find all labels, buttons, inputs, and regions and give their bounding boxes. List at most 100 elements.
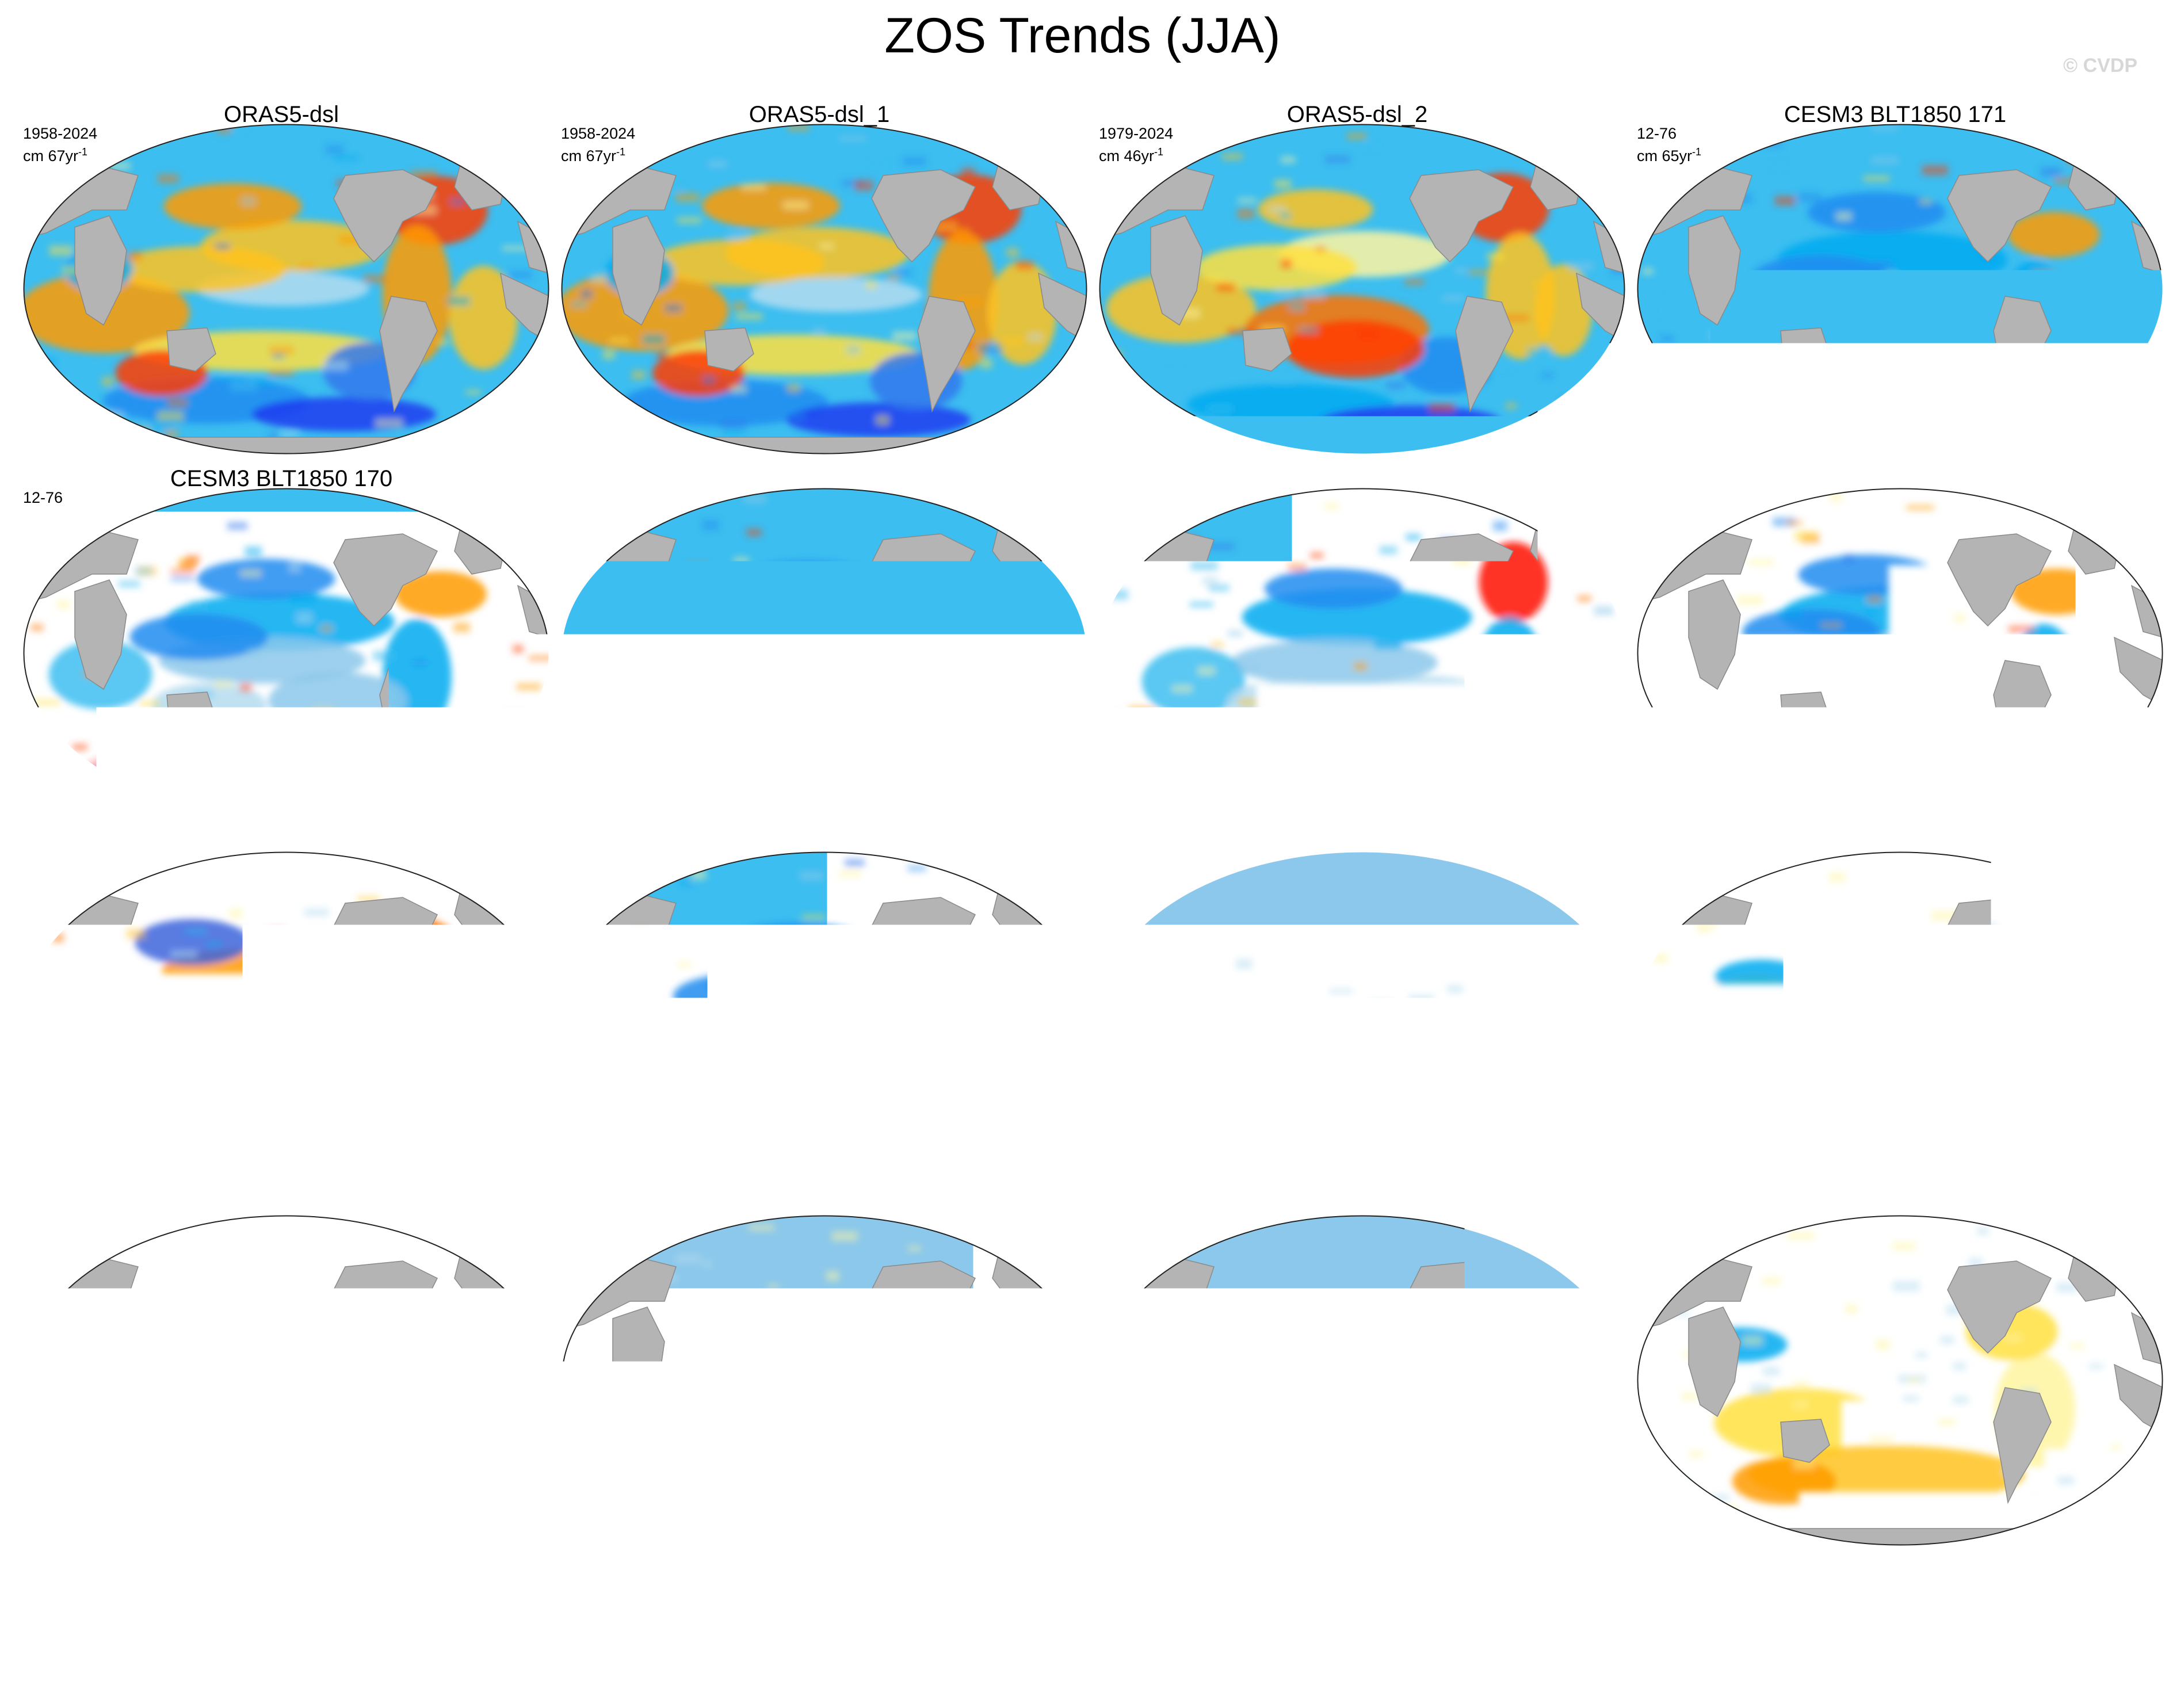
trend-speckle — [404, 1011, 422, 1017]
trend-speckle — [515, 192, 542, 196]
trend-speckle — [1822, 939, 1848, 947]
trend-speckle — [292, 1313, 312, 1322]
trend-speckle — [297, 731, 322, 735]
trend-speckle — [1367, 1363, 1381, 1371]
trend-speckle — [526, 1457, 549, 1462]
trend-speckle — [1931, 695, 1943, 705]
trend-speckle — [219, 376, 245, 382]
trend-speckle — [1129, 706, 1154, 713]
colorbar-swatch — [1013, 1621, 1083, 1650]
trend-speckle — [679, 1417, 706, 1422]
trend-speckle — [325, 146, 343, 154]
trend-speckle — [866, 280, 876, 289]
trend-speckle — [869, 162, 885, 167]
trend-speckle — [531, 175, 549, 179]
land-mass — [109, 801, 466, 819]
trend-speckle — [632, 370, 646, 380]
trend-anomaly — [252, 397, 436, 431]
trend-speckle — [1310, 1327, 1332, 1333]
trend-speckle — [958, 445, 980, 450]
trend-speckle — [563, 1356, 590, 1365]
trend-speckle — [327, 996, 338, 1004]
trend-speckle — [1330, 989, 1353, 994]
trend-speckle — [589, 1008, 612, 1017]
trend-speckle — [1868, 596, 1881, 602]
trend-speckle — [1506, 1496, 1517, 1506]
trend-speckle — [1304, 1361, 1326, 1367]
trend-speckle — [2057, 765, 2075, 772]
trend-speckle — [1465, 1339, 1483, 1344]
trend-speckle — [1541, 373, 1553, 378]
trend-speckle — [158, 174, 179, 183]
trend-speckle — [2142, 729, 2158, 735]
trend-speckle — [1383, 1353, 1402, 1362]
trend-speckle — [826, 1271, 839, 1281]
trend-speckle — [758, 740, 780, 747]
trend-speckle — [665, 304, 682, 312]
trend-speckle — [1386, 1134, 1408, 1141]
trend-speckle — [884, 719, 900, 728]
trend-speckle — [838, 1002, 848, 1008]
trend-speckle — [1207, 1426, 1219, 1436]
colorbar-tick-label: 2 — [1212, 1656, 1232, 1696]
trend-anomaly — [135, 919, 250, 965]
trend-speckle — [656, 658, 673, 666]
land-mass — [647, 1529, 1004, 1546]
trend-speckle — [571, 301, 586, 307]
trend-speckle — [1265, 1003, 1284, 1011]
trend-speckle — [1022, 732, 1048, 737]
trend-speckle — [1567, 1051, 1590, 1061]
trend-speckle — [132, 1020, 159, 1029]
trend-speckle — [868, 647, 880, 655]
trend-speckle — [26, 1057, 45, 1065]
trend-speckle — [676, 1254, 701, 1263]
trend-speckle — [1318, 878, 1332, 885]
trend-speckle — [1325, 503, 1338, 510]
trend-speckle — [537, 1133, 549, 1141]
colorbar-swatch — [1570, 1621, 1639, 1650]
trend-speckle — [1664, 882, 1689, 892]
trend-speckle — [602, 350, 615, 359]
robinson-map — [1099, 124, 1625, 454]
trend-speckle — [1404, 279, 1424, 285]
trend-speckle — [1715, 793, 1734, 801]
trend-anomaly — [1732, 1458, 1836, 1504]
map-panel: CESM2 piControl A 1100-1164 cm 65yr-1 — [1625, 1192, 2165, 1554]
trend-speckle — [1682, 1392, 1698, 1400]
trend-speckle — [463, 1173, 487, 1179]
trend-speckle — [1719, 747, 1735, 755]
trend-speckle — [702, 1260, 712, 1267]
trend-speckle — [602, 1216, 628, 1224]
trend-speckle — [1874, 262, 1894, 267]
colorbar-swatch — [1500, 1621, 1570, 1650]
trend-speckle — [1699, 1249, 1724, 1257]
trend-speckle — [1940, 1336, 1954, 1344]
trend-speckle — [1345, 1056, 1371, 1066]
trend-anomaly — [702, 183, 840, 229]
trend-speckle — [1289, 303, 1304, 311]
trend-speckle — [167, 1119, 189, 1126]
trend-speckle — [1033, 1075, 1047, 1082]
trend-speckle — [1527, 347, 1552, 357]
trend-speckle — [1391, 899, 1410, 907]
trend-speckle — [375, 1377, 390, 1386]
land-mass — [1723, 1529, 2080, 1546]
trend-speckle — [1571, 972, 1586, 977]
trend-speckle — [1922, 165, 1948, 175]
trend-speckle — [1160, 1455, 1171, 1461]
trend-speckle — [1000, 337, 1024, 346]
cvdp-watermark: © CVDP — [2063, 55, 2137, 77]
trend-speckle — [1558, 773, 1579, 782]
trend-speckle — [812, 328, 826, 333]
trend-speckle — [602, 788, 626, 793]
trend-speckle — [1722, 855, 1747, 861]
trend-speckle — [1041, 759, 1068, 768]
trend-speckle — [1708, 1523, 1723, 1531]
trend-speckle — [398, 443, 419, 452]
trend-speckle — [1315, 246, 1326, 252]
robinson-map — [23, 488, 549, 819]
trend-speckle — [1866, 609, 1876, 615]
trend-speckle — [1592, 806, 1616, 813]
trend-speckle — [49, 246, 72, 256]
trend-speckle — [678, 880, 694, 885]
